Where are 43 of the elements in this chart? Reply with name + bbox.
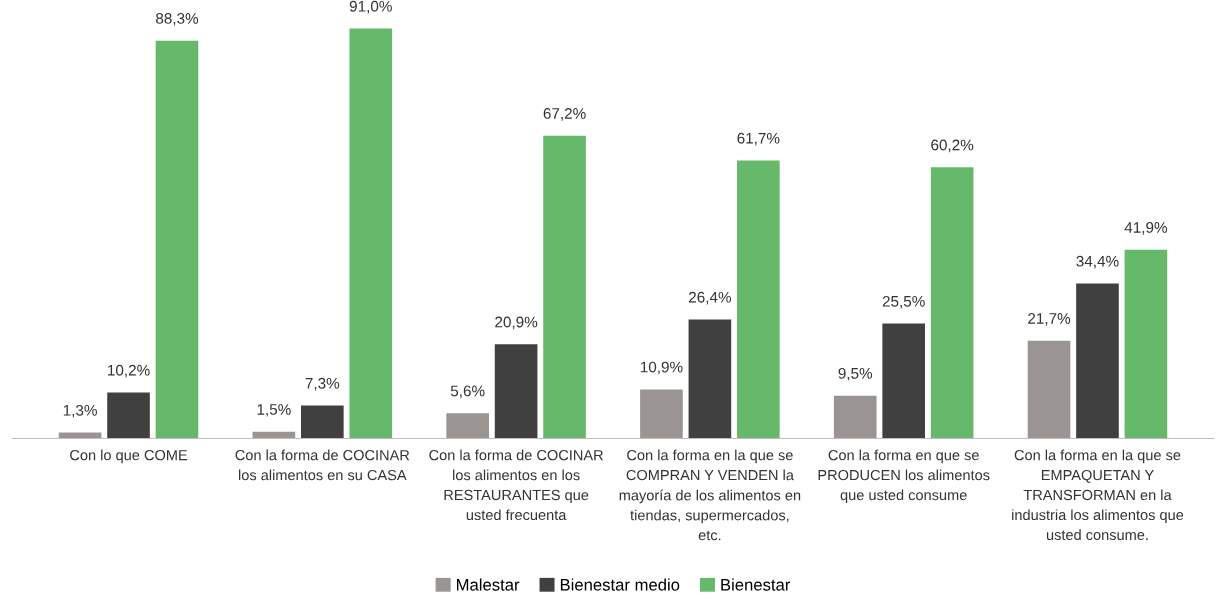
data-label: 5,6% xyxy=(450,385,485,399)
bar xyxy=(543,135,586,439)
bar xyxy=(1076,283,1119,439)
bar xyxy=(688,319,732,439)
bar xyxy=(833,395,877,439)
data-label: 41,9% xyxy=(1124,222,1168,235)
data-label: 10,9% xyxy=(640,361,683,375)
x-tick-label: Con la forma en la que se EMPAQUETAN Y TRANSFORMAN en la industria los alimentos que usted consume. xyxy=(1012,449,1184,541)
data-label: 10,2% xyxy=(108,364,150,378)
bar xyxy=(494,344,538,439)
x-tick-label: Con la forma en la que se COMPRAN Y VENDEN la mayoría de los alimentos en tiendas, supermercados, etc. xyxy=(619,449,801,541)
bar xyxy=(446,413,489,439)
data-label: 91,0% xyxy=(349,0,392,14)
data-label: 61,7% xyxy=(737,132,780,146)
x-tick-label: Con la forma de COCINAR los alimentos en los RESTAURANTES que usted frecuenta xyxy=(429,449,603,521)
data-label: 67,2% xyxy=(543,108,586,121)
data-label: 20,9% xyxy=(495,316,538,330)
bar xyxy=(155,40,199,439)
x-tick-label: Con la forma de COCINAR los alimentos en su CASA xyxy=(235,449,410,481)
data-label: 34,4% xyxy=(1076,255,1119,269)
bar xyxy=(882,323,925,439)
x-tick-label: Con la forma en que se PRODUCEN los alimentos que usted consume xyxy=(818,449,990,504)
data-label: 60,2% xyxy=(931,139,974,153)
data-label: 1,5% xyxy=(257,404,291,417)
bar xyxy=(1027,340,1071,439)
bar xyxy=(349,28,393,439)
data-label: 1,3% xyxy=(63,404,97,418)
legend-label: Bienestar medio xyxy=(560,578,680,591)
bar xyxy=(301,405,344,439)
legend-label: Bienestar xyxy=(721,578,791,591)
bar xyxy=(640,389,683,439)
data-label: 21,7% xyxy=(1028,313,1071,326)
bar xyxy=(107,392,150,439)
bar xyxy=(1124,249,1168,439)
data-label: 26,4% xyxy=(689,291,732,305)
data-label: 88,3% xyxy=(155,13,199,26)
data-label: 9,5% xyxy=(838,367,873,381)
data-label: 7,3% xyxy=(305,377,340,391)
legend-label: Malestar xyxy=(457,578,520,591)
bar xyxy=(930,167,974,439)
x-tick-label: Con lo que COME xyxy=(70,449,188,464)
data-label: 25,5% xyxy=(882,295,925,309)
bar xyxy=(737,160,780,439)
